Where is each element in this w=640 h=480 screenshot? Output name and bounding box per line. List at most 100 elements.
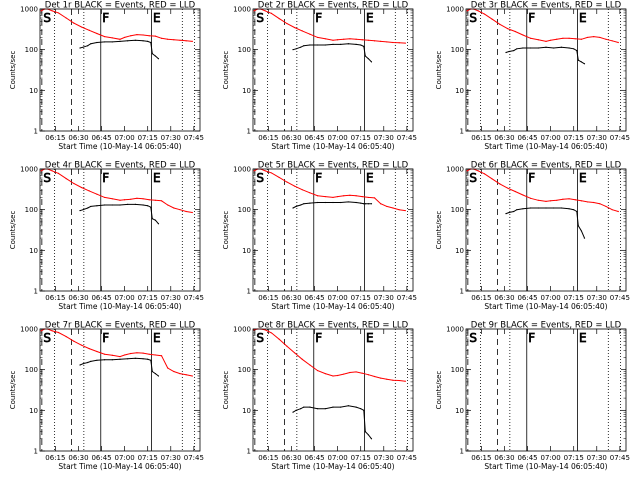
marker-label-S: S xyxy=(43,171,51,185)
series-point-red xyxy=(317,195,319,197)
y-axis-label: Counts/sec xyxy=(435,51,443,90)
series-point-black xyxy=(82,46,84,48)
series-point-black xyxy=(340,406,342,408)
series-point-red xyxy=(530,197,532,199)
series-point-red xyxy=(167,367,169,369)
series-point-red xyxy=(73,182,75,185)
x-tick-label: 06:15 xyxy=(258,294,278,302)
series-point-red xyxy=(380,377,382,379)
x-tick-label: 06:30 xyxy=(68,134,88,142)
series-point-red xyxy=(537,39,539,41)
x-axis-label: Start Time (10-May-14 06:05:40) xyxy=(484,302,607,311)
chart-title: Det 3r BLACK = Events, RED = LLD xyxy=(471,1,622,11)
x-tick-label: 07:45 xyxy=(610,454,630,462)
series-point-black xyxy=(370,61,373,63)
series-point-red xyxy=(185,374,187,376)
series-point-red xyxy=(599,203,601,205)
series-point-red xyxy=(499,23,501,25)
plot-frame xyxy=(252,328,414,452)
x-tick-label: 07:15 xyxy=(564,454,584,462)
series-point-black xyxy=(90,360,92,362)
series-point-red xyxy=(568,198,570,200)
series-point-red xyxy=(88,190,90,192)
marker-label-E: E xyxy=(366,171,374,185)
marker-label-S: S xyxy=(43,11,51,25)
x-tick-label: 07:45 xyxy=(397,134,417,142)
x-tick-label: 07:00 xyxy=(115,454,135,462)
series-point-red xyxy=(173,39,175,41)
series-point-black xyxy=(347,201,349,203)
series-point-black xyxy=(87,361,89,364)
series-point-red xyxy=(57,12,60,14)
series-point-black xyxy=(530,47,532,49)
x-tick-label: 07:15 xyxy=(564,134,584,142)
series-point-red xyxy=(324,195,326,198)
series-point-red xyxy=(191,40,193,42)
series-point-red xyxy=(337,39,339,41)
marker-label-E: E xyxy=(366,11,374,25)
x-tick-label: 06:15 xyxy=(45,454,65,462)
detector-chart-9: Det 9r BLACK = Events, RED = LLD Counts/s… xyxy=(435,321,630,472)
marker-label-E: E xyxy=(366,331,374,345)
series-point-red xyxy=(57,331,60,334)
detector-chart-2: Det 2r BLACK = Events, RED = LLD Counts/s… xyxy=(222,1,417,152)
x-tick-label: 07:15 xyxy=(138,454,158,462)
series-point-red xyxy=(491,178,493,180)
series-point-black xyxy=(300,204,302,206)
y-tick-label: 1 xyxy=(460,128,464,136)
series-point-black xyxy=(104,41,106,43)
series-point-black xyxy=(530,207,532,209)
marker-label-S: S xyxy=(469,331,477,345)
series-point-black xyxy=(317,201,319,204)
series-point-black xyxy=(142,40,144,42)
series-point-black xyxy=(580,230,582,232)
series-point-red xyxy=(88,347,90,350)
plot-frame xyxy=(39,168,201,292)
marker-label-S: S xyxy=(256,11,264,25)
y-axis-label: Counts/sec xyxy=(222,51,230,90)
x-tick-label: 07:45 xyxy=(184,454,204,462)
series-point-black xyxy=(553,47,555,49)
y-tick-label: 100 xyxy=(25,46,38,54)
series-point-red xyxy=(373,197,376,199)
series-point-black xyxy=(300,408,302,410)
x-tick-label: 07:45 xyxy=(184,134,204,142)
series-point-black xyxy=(363,409,365,411)
series-point-black xyxy=(522,47,524,49)
y-tick-label: 1000 xyxy=(233,166,251,174)
series-point-red xyxy=(574,199,576,201)
series-point-red xyxy=(349,38,351,40)
marker-label-S: S xyxy=(469,11,477,25)
y-tick-label: 100 xyxy=(25,206,38,214)
series-point-black xyxy=(513,49,515,52)
series-point-red xyxy=(51,330,53,332)
x-tick-label: 06:15 xyxy=(45,294,65,302)
series-line-black xyxy=(292,405,372,440)
series-point-black xyxy=(560,46,562,48)
marker-label-E: E xyxy=(153,171,161,185)
y-tick-label: 1 xyxy=(34,288,38,296)
marker-label-F: F xyxy=(315,11,322,25)
x-tick-label: 06:30 xyxy=(68,294,88,302)
series-point-red xyxy=(361,39,363,41)
marker-label-F: F xyxy=(102,11,109,25)
series-line-red xyxy=(466,168,619,212)
series-line-red xyxy=(40,328,193,377)
series-point-black xyxy=(142,204,144,206)
series-point-black xyxy=(583,237,586,239)
series-point-black xyxy=(317,408,319,410)
series-point-red xyxy=(148,353,150,355)
series-point-red xyxy=(136,352,138,354)
series-point-red xyxy=(167,38,169,40)
detector-chart-8: Det 8r BLACK = Events, RED = LLD Counts/s… xyxy=(222,321,417,472)
series-point-black xyxy=(79,47,81,49)
x-tick-label: 06:45 xyxy=(517,134,537,142)
series-point-red xyxy=(355,195,357,197)
marker-label-E: E xyxy=(153,331,161,345)
x-axis-label: Start Time (10-May-14 06:05:40) xyxy=(271,302,394,311)
series-point-black xyxy=(347,405,349,407)
series-line-red xyxy=(253,8,406,44)
y-tick-label: 10 xyxy=(242,407,251,415)
series-point-black xyxy=(360,202,362,204)
x-axis-label: Start Time (10-May-14 06:05:40) xyxy=(484,142,607,151)
